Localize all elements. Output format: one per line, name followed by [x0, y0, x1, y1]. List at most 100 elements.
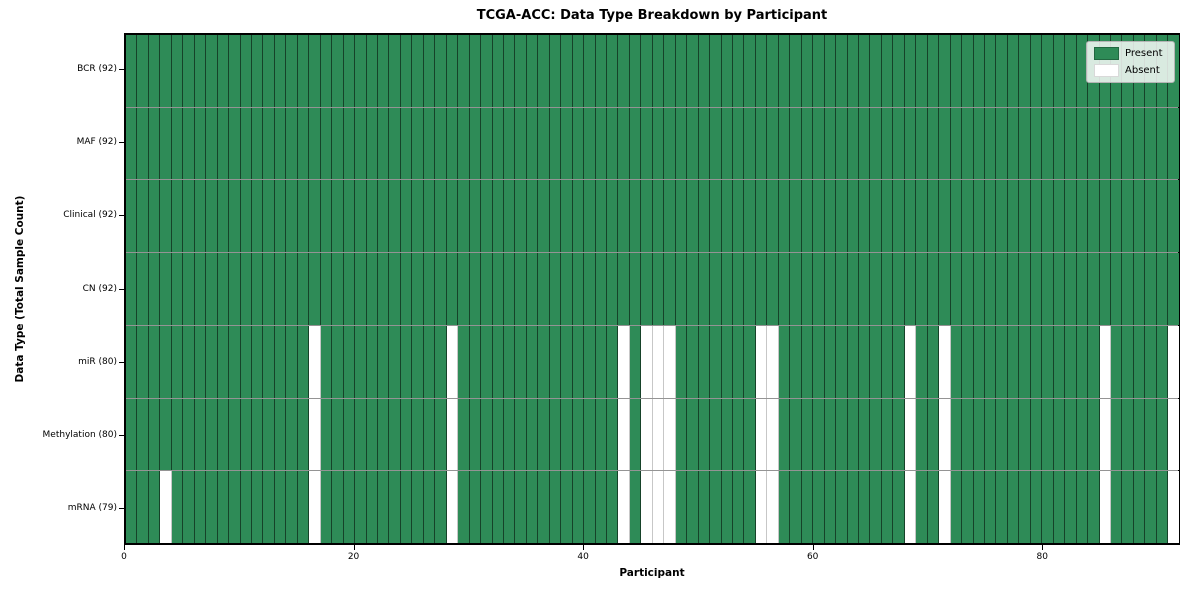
- matrix-cell-present: [481, 180, 493, 253]
- matrix-cell-present: [229, 107, 241, 180]
- matrix-cell-present: [561, 253, 573, 325]
- matrix-cell-absent: [904, 398, 917, 471]
- matrix-cell-present: [263, 35, 275, 107]
- matrix-cell-present: [1042, 398, 1054, 471]
- matrix-cell-present: [240, 325, 252, 398]
- matrix-cell-present: [698, 471, 711, 544]
- matrix-cell-present: [526, 107, 539, 180]
- matrix-cell-present: [607, 325, 619, 398]
- matrix-cell-present: [744, 35, 756, 107]
- matrix-row-MAF: [126, 107, 1179, 181]
- matrix-cell-present: [675, 35, 688, 107]
- matrix-cell-present: [274, 107, 287, 180]
- matrix-cell-present: [458, 325, 470, 398]
- matrix-cell-present: [1088, 325, 1100, 398]
- matrix-cell-present: [469, 471, 482, 544]
- matrix-cell-present: [263, 471, 275, 544]
- matrix-cell-present: [996, 471, 1008, 544]
- matrix-row-Methylation: [126, 398, 1179, 472]
- matrix-cell-present: [160, 180, 172, 253]
- matrix-cell-present: [332, 107, 344, 180]
- matrix-cell-present: [893, 35, 905, 107]
- matrix-cell-present: [939, 253, 951, 325]
- matrix-cell-present: [973, 471, 985, 544]
- matrix-cell-present: [332, 325, 344, 398]
- matrix-cell-present: [458, 253, 470, 325]
- matrix-cell-present: [939, 180, 951, 253]
- matrix-cell-present: [950, 107, 963, 180]
- legend-label-present: Present: [1125, 48, 1163, 59]
- matrix-cell-present: [1122, 471, 1134, 544]
- matrix-cell-present: [607, 35, 619, 107]
- x-tick-label: 20: [347, 552, 360, 562]
- matrix-cell-present: [320, 35, 333, 107]
- matrix-cell-present: [1088, 107, 1100, 180]
- matrix-cell-present: [503, 471, 516, 544]
- matrix-cell-present: [584, 325, 596, 398]
- matrix-cell-present: [481, 107, 493, 180]
- matrix-cell-present: [870, 35, 882, 107]
- matrix-cell-present: [503, 107, 516, 180]
- matrix-cell-present: [366, 253, 378, 325]
- matrix-cell-present: [710, 180, 722, 253]
- matrix-cell-present: [1030, 180, 1043, 253]
- matrix-cell-present: [721, 471, 734, 544]
- matrix-cell-present: [904, 180, 917, 253]
- matrix-cell-present: [538, 35, 550, 107]
- matrix-cell-present: [1065, 107, 1077, 180]
- matrix-cell-present: [1156, 180, 1169, 253]
- matrix-cell-present: [309, 107, 321, 180]
- matrix-cell-present: [503, 180, 516, 253]
- matrix-cell-present: [503, 253, 516, 325]
- matrix-cell-present: [687, 398, 699, 471]
- matrix-cell-present: [1088, 398, 1100, 471]
- matrix-cell-present: [618, 253, 630, 325]
- matrix-cell-present: [801, 398, 814, 471]
- matrix-cell-present: [893, 398, 905, 471]
- matrix-cell-present: [549, 325, 562, 398]
- matrix-cell-present: [1122, 107, 1134, 180]
- matrix-cell-present: [366, 471, 378, 544]
- matrix-cell-present: [790, 180, 802, 253]
- legend-label-absent: Absent: [1125, 65, 1160, 76]
- matrix-cell-present: [652, 107, 665, 180]
- matrix-cell-present: [217, 471, 230, 544]
- matrix-cell-present: [561, 35, 573, 107]
- matrix-cell-present: [343, 107, 356, 180]
- matrix-cell-present: [595, 35, 608, 107]
- matrix-cell-present: [962, 325, 974, 398]
- matrix-cell-present: [687, 107, 699, 180]
- matrix-cell-present: [126, 107, 138, 180]
- matrix-cell-present: [389, 325, 401, 398]
- matrix-cell-present: [355, 253, 367, 325]
- x-tick-label: 0: [121, 552, 127, 562]
- matrix-cell-present: [687, 325, 699, 398]
- matrix-cell-present: [962, 180, 974, 253]
- matrix-cell-present: [675, 398, 688, 471]
- matrix-cell-present: [469, 325, 482, 398]
- y-tick-label: Methylation (80): [42, 429, 117, 440]
- matrix-cell-present: [1030, 325, 1043, 398]
- matrix-cell-present: [950, 35, 963, 107]
- matrix-cell-present: [526, 471, 539, 544]
- matrix-cell-present: [297, 325, 310, 398]
- matrix-cell-present: [584, 471, 596, 544]
- matrix-cell-present: [973, 325, 985, 398]
- matrix-cell-present: [137, 471, 149, 544]
- matrix-cell-present: [549, 253, 562, 325]
- matrix-cell-present: [458, 35, 470, 107]
- matrix-cell-present: [229, 398, 241, 471]
- matrix-cell-present: [148, 471, 161, 544]
- matrix-cell-present: [836, 253, 848, 325]
- matrix-cell-present: [320, 253, 333, 325]
- matrix-cell-present: [778, 107, 791, 180]
- matrix-cell-present: [148, 180, 161, 253]
- matrix-cell-present: [194, 107, 207, 180]
- matrix-cell-absent: [1099, 325, 1111, 398]
- matrix-cell-present: [916, 253, 928, 325]
- matrix-cell-present: [389, 471, 401, 544]
- matrix-cell-present: [927, 471, 940, 544]
- matrix-cell-present: [458, 398, 470, 471]
- matrix-cell-present: [801, 253, 814, 325]
- matrix-cell-present: [446, 253, 459, 325]
